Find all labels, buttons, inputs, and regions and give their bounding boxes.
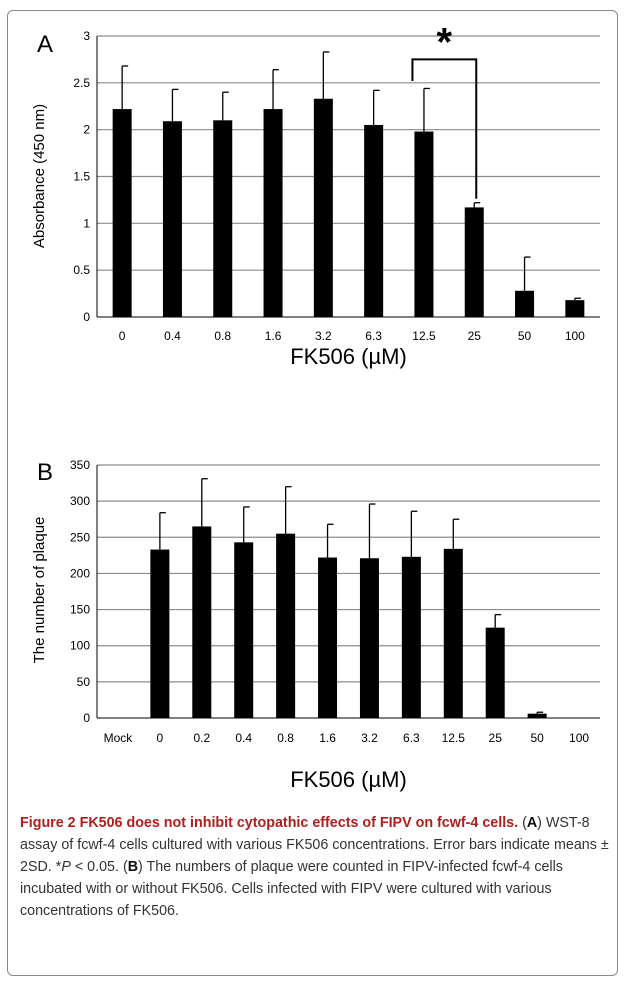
panel-b-xtick-label: 0 — [157, 731, 164, 745]
panel-b-xtick-label: 0.2 — [193, 731, 210, 745]
panel-b-xtick-label: Mock — [104, 731, 134, 745]
panel-b-label: B — [37, 459, 53, 486]
panel-b-ytick-label: 150 — [70, 603, 90, 617]
panel-b-ytick-label: 300 — [70, 494, 90, 508]
panel-b-bar — [234, 542, 254, 718]
panel-a-xtick-label: 12.5 — [412, 329, 436, 343]
panel-b-ytick-label: 250 — [70, 530, 90, 544]
panel-b-x-axis-title: FK506 (µM) — [290, 767, 407, 792]
panel-b-xtick-label: 0.4 — [235, 731, 252, 745]
panel-a-xtick-label: 25 — [468, 329, 482, 343]
panel-b-xtick-label: 1.6 — [319, 731, 336, 745]
panel-a-ytick-label: 3 — [83, 29, 90, 43]
panel-a-bar — [515, 290, 535, 317]
panel-a-ytick-label: 1 — [83, 216, 90, 230]
panel-b-xtick-label: 50 — [530, 731, 544, 745]
panel-a-significance-bracket — [411, 58, 478, 199]
panel-a-xtick-label: 1.6 — [265, 329, 282, 343]
panel-a-label: A — [37, 31, 53, 58]
panel-b-bar — [276, 533, 296, 718]
panel-b-xtick-label: 6.3 — [403, 731, 420, 745]
panel-b-bar — [150, 549, 170, 718]
panel-a-xtick-label: 0.4 — [164, 329, 181, 343]
panel-a-xtick-label: 0 — [119, 329, 126, 343]
figure-caption: Figure 2 FK506 does not inhibit cytopath… — [20, 812, 610, 922]
panel-b-bar — [527, 713, 547, 718]
panel-a-ytick-label: 2 — [83, 123, 90, 137]
panel-a-bar — [213, 120, 233, 317]
panel-b-ytick-label: 350 — [70, 458, 90, 472]
panel-a-bar — [364, 124, 384, 317]
panel-a-y-axis-title: Absorbance (450 nm) — [31, 104, 48, 248]
panel-a-bar — [162, 121, 182, 317]
panel-b-ytick-label: 200 — [70, 566, 90, 580]
panel-a-bar — [313, 98, 333, 317]
panel-b-bar — [359, 558, 379, 718]
caption-p-variable: P — [61, 859, 71, 875]
panel-a-xtick-label: 0.8 — [214, 329, 231, 343]
panel-b-ytick-label: 50 — [77, 675, 91, 689]
panel-b-bar — [485, 627, 505, 718]
panel-b-xtick-label: 3.2 — [361, 731, 378, 745]
panel-b-xtick-label: 25 — [489, 731, 503, 745]
caption-ref-a: A — [526, 815, 538, 831]
panel-b-bar — [192, 526, 212, 718]
caption-text-2: ) WST-8 assay of fcwf-4 cells cultured w… — [20, 815, 609, 875]
panel-b-bar — [318, 557, 338, 718]
panel-a-ytick-label: 0.5 — [73, 263, 90, 277]
panel-b-xtick-label: 100 — [569, 731, 589, 745]
panel-b-xtick-label: 12.5 — [442, 731, 466, 745]
panel-a-xtick-label: 50 — [518, 329, 532, 343]
panel-a-xtick-label: 3.2 — [315, 329, 332, 343]
panel-b-ytick-label: 0 — [83, 711, 90, 725]
panel-a-ytick-label: 1.5 — [73, 170, 90, 184]
panel-b-bar — [443, 548, 463, 718]
panel-a-ytick-label: 2.5 — [73, 76, 90, 90]
panel-a-xtick-label: 100 — [565, 329, 585, 343]
panel-a-bar — [464, 207, 484, 317]
panel-b-y-axis-title: The number of plaque — [31, 517, 48, 664]
panel-b-ytick-label: 100 — [70, 639, 90, 653]
caption-title: Figure 2 FK506 does not inhibit cytopath… — [20, 815, 519, 831]
caption-ref-b: B — [127, 859, 139, 875]
panel-a-significance-star: * — [437, 20, 453, 64]
panel-a-x-axis-title: FK506 (µM) — [290, 344, 407, 369]
caption-text-1: ( — [518, 815, 527, 831]
panel-b-xtick-label: 0.8 — [277, 731, 294, 745]
panel-b-bar — [401, 556, 421, 718]
caption-text-4: ) The numbers of plaque were counted in … — [20, 859, 563, 919]
panel-a-ytick-label: 0 — [83, 310, 90, 324]
panel-a-bar — [112, 109, 132, 317]
panel-a-bar — [414, 131, 434, 317]
figure-frame — [7, 10, 618, 976]
panel-a-xtick-label: 6.3 — [365, 329, 382, 343]
panel-a-bar — [263, 109, 283, 317]
caption-text-3: < 0.05. ( — [70, 859, 128, 875]
panel-a-bar — [565, 300, 585, 317]
